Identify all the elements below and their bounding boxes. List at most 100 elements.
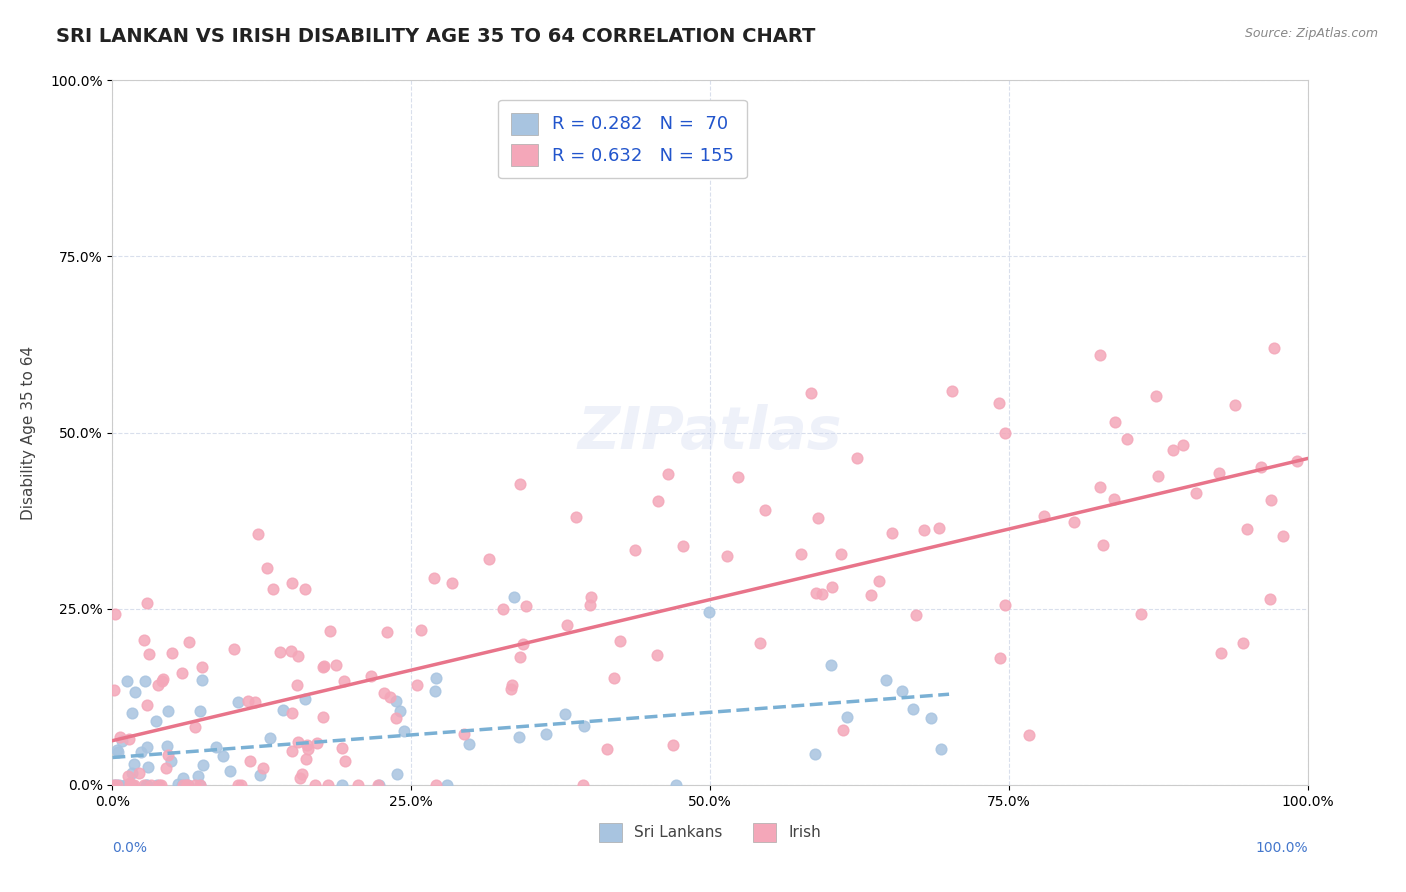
Point xyxy=(226,778,249,792)
Point xyxy=(806,586,828,600)
Point xyxy=(104,607,127,622)
Point xyxy=(150,778,173,792)
Point xyxy=(572,719,595,733)
Point xyxy=(647,494,669,508)
Point xyxy=(499,681,522,696)
Point xyxy=(183,778,205,792)
Point xyxy=(287,649,309,664)
Point xyxy=(1263,341,1285,355)
Point xyxy=(256,561,278,575)
Point xyxy=(1144,389,1167,403)
Point xyxy=(901,702,924,716)
Point xyxy=(135,597,157,611)
Point xyxy=(1272,529,1295,543)
Point xyxy=(579,590,602,604)
Point xyxy=(1104,415,1126,429)
Point xyxy=(271,703,294,717)
Point xyxy=(716,549,738,563)
Point xyxy=(1209,647,1232,661)
Point xyxy=(406,678,429,692)
Point xyxy=(1236,522,1258,536)
Point xyxy=(145,714,167,728)
Point xyxy=(846,451,869,466)
Point xyxy=(1232,636,1254,650)
Point xyxy=(1018,728,1040,742)
Point xyxy=(170,778,193,792)
Point xyxy=(662,738,685,752)
Point xyxy=(868,574,890,588)
Point xyxy=(222,641,245,656)
Point xyxy=(179,635,201,649)
Point xyxy=(281,744,304,758)
Point xyxy=(994,425,1017,440)
Point xyxy=(579,599,602,613)
Point xyxy=(727,469,749,483)
Point xyxy=(312,658,335,673)
Y-axis label: Disability Age 35 to 64: Disability Age 35 to 64 xyxy=(21,345,37,520)
Point xyxy=(367,778,389,792)
Point xyxy=(453,727,475,741)
Point xyxy=(835,710,858,724)
Point xyxy=(515,599,537,614)
Point xyxy=(297,739,319,753)
Point xyxy=(121,778,143,792)
Point xyxy=(565,510,588,524)
Point xyxy=(128,765,150,780)
Point xyxy=(509,477,531,491)
Point xyxy=(105,778,128,792)
Point xyxy=(124,685,146,699)
Point xyxy=(360,669,382,683)
Point xyxy=(375,624,398,639)
Point xyxy=(385,767,408,781)
Point xyxy=(136,740,159,755)
Point xyxy=(905,608,928,623)
Point xyxy=(333,754,356,768)
Point xyxy=(1185,485,1208,500)
Point xyxy=(929,742,952,756)
Point xyxy=(509,650,531,665)
Point xyxy=(749,636,772,650)
Point xyxy=(141,778,163,792)
Point xyxy=(316,778,339,792)
Point xyxy=(1286,453,1309,467)
Point xyxy=(103,778,125,792)
Point xyxy=(555,617,578,632)
Point xyxy=(318,624,340,639)
Point xyxy=(1088,348,1111,362)
Text: 100.0%: 100.0% xyxy=(1256,841,1308,855)
Point xyxy=(373,686,395,700)
Point xyxy=(330,740,353,755)
Point xyxy=(534,727,557,741)
Point xyxy=(236,694,259,708)
Point xyxy=(172,771,194,785)
Point xyxy=(150,673,173,688)
Point xyxy=(891,684,914,698)
Point xyxy=(423,571,446,585)
Point xyxy=(820,657,842,672)
Point xyxy=(512,637,534,651)
Point xyxy=(394,723,416,738)
Point xyxy=(134,674,156,689)
Point xyxy=(152,672,174,686)
Point xyxy=(132,632,155,647)
Point xyxy=(249,768,271,782)
Point xyxy=(988,650,1011,665)
Point xyxy=(596,742,619,756)
Point xyxy=(173,778,195,792)
Point xyxy=(290,771,312,785)
Point xyxy=(176,778,198,792)
Point xyxy=(191,673,214,687)
Point xyxy=(243,695,266,709)
Point xyxy=(160,646,183,660)
Point xyxy=(609,634,631,648)
Point xyxy=(211,748,233,763)
Point xyxy=(645,648,668,663)
Point xyxy=(1091,538,1114,552)
Point xyxy=(138,647,160,661)
Point xyxy=(166,776,188,790)
Point xyxy=(188,778,211,792)
Point xyxy=(121,706,143,720)
Point xyxy=(803,747,825,761)
Point xyxy=(508,730,530,744)
Point xyxy=(333,673,356,688)
